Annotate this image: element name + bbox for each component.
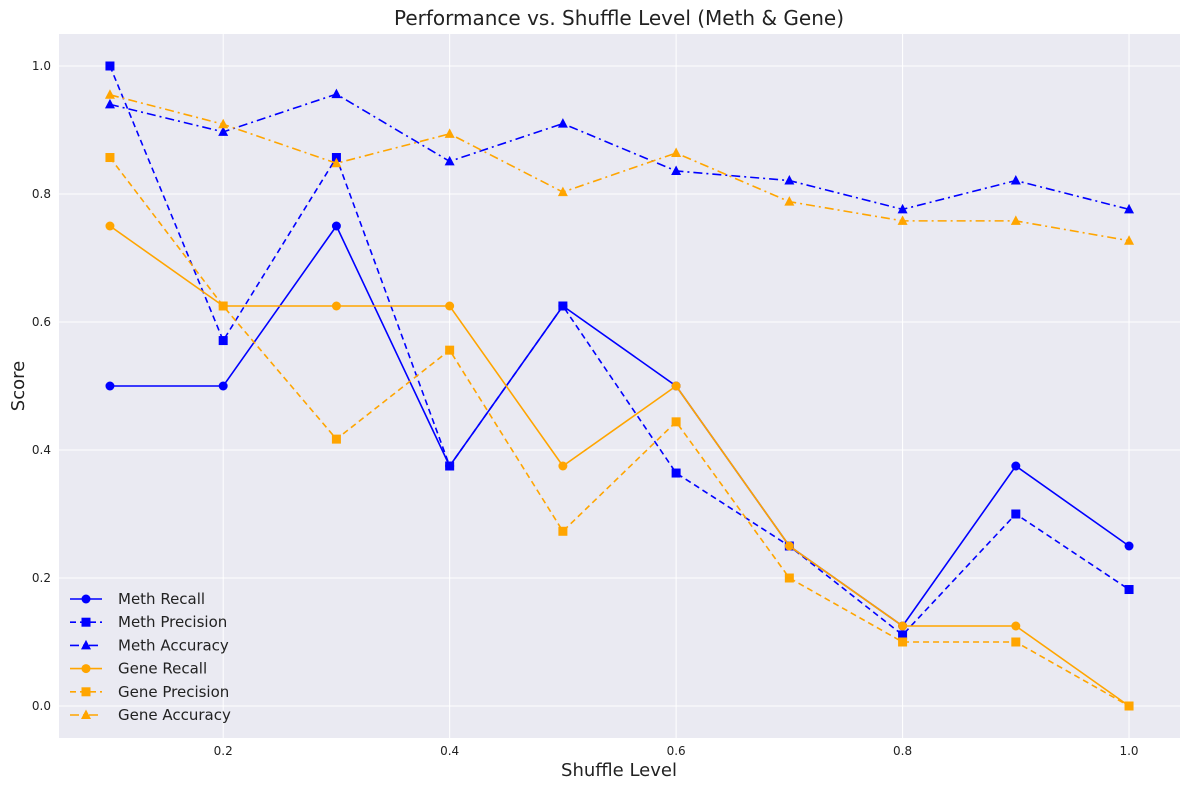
y-tick-label: 0.4	[32, 443, 51, 457]
y-tick-label: 0.6	[32, 315, 51, 329]
data-point-meth-precision	[445, 461, 455, 471]
data-point-meth-precision	[218, 336, 228, 346]
data-point-gene-accuracy	[671, 147, 682, 158]
data-point-gene-accuracy	[1124, 235, 1135, 245]
series-line-gene-precision	[109, 157, 1130, 707]
data-point-gene-precision	[1011, 637, 1021, 647]
data-point-gene-precision	[671, 417, 681, 427]
x-axis-label: Shuffle Level	[561, 760, 677, 781]
series-line-meth-accuracy	[109, 93, 1130, 211]
legend-marker	[81, 639, 91, 650]
x-tick-label: 0.8	[893, 744, 912, 758]
data-point-meth-precision	[331, 153, 341, 163]
data-point-meth-precision	[671, 468, 681, 478]
legend-label: Gene Recall	[118, 660, 207, 678]
data-point-gene-recall	[105, 221, 115, 231]
series-line-gene-recall	[109, 225, 1130, 707]
legend-marker	[81, 709, 91, 719]
data-point-meth-precision	[105, 61, 115, 71]
data-point-gene-accuracy	[784, 196, 795, 206]
legend-label: Gene Precision	[118, 683, 229, 701]
y-tick-label: 1.0	[32, 59, 51, 73]
data-point-meth-recall	[331, 221, 341, 231]
chart-title: Performance vs. Shuffle Level (Meth & Ge…	[394, 6, 844, 30]
x-tick-label: 1.0	[1119, 744, 1138, 758]
legend-marker	[81, 664, 91, 674]
data-point-gene-precision	[105, 153, 115, 163]
legend-item: Gene Precision	[70, 683, 229, 701]
y-tick-label: 0.0	[32, 699, 51, 713]
x-tick-label: 0.4	[440, 744, 459, 758]
x-tick-label: 0.2	[214, 744, 233, 758]
legend-marker	[81, 687, 91, 697]
data-point-gene-accuracy	[218, 118, 229, 129]
data-point-meth-precision	[1011, 509, 1021, 519]
data-point-gene-precision	[1124, 701, 1134, 711]
data-point-meth-recall	[1011, 461, 1021, 471]
data-point-gene-accuracy	[104, 89, 115, 99]
data-point-meth-precision	[898, 630, 908, 640]
data-point-gene-precision	[558, 526, 568, 536]
data-point-gene-accuracy	[331, 157, 342, 168]
data-point-meth-precision	[558, 301, 568, 311]
data-point-meth-accuracy	[897, 203, 908, 214]
data-point-gene-recall	[671, 381, 681, 391]
plot-area	[59, 34, 1180, 738]
y-tick-labels: 0.0 0.2 0.4 0.6 0.8 1.0	[32, 59, 51, 713]
data-point-gene-precision	[898, 637, 908, 647]
y-tick-label: 0.2	[32, 571, 51, 585]
data-point-meth-recall	[218, 381, 228, 391]
legend-item: Gene Recall	[70, 660, 207, 678]
data-point-gene-precision	[445, 345, 455, 355]
legend-label: Meth Recall	[118, 590, 205, 608]
series-gene-precision	[105, 153, 1134, 711]
legend-item: Meth Precision	[70, 613, 227, 631]
legend-label: Gene Accuracy	[118, 706, 231, 724]
data-point-meth-accuracy	[1010, 175, 1021, 185]
data-point-gene-precision	[331, 434, 341, 444]
data-point-gene-accuracy	[444, 128, 455, 138]
legend: Meth Recall Meth Precision Meth Accuracy Ge…	[70, 590, 231, 724]
data-point-gene-recall	[784, 541, 794, 551]
data-point-gene-recall	[898, 621, 908, 631]
data-point-gene-recall	[1011, 621, 1021, 631]
legend-label: Meth Precision	[118, 613, 227, 631]
data-point-meth-accuracy	[444, 155, 455, 166]
data-point-meth-accuracy	[1124, 203, 1135, 214]
data-point-gene-precision	[218, 301, 228, 311]
series-meth-accuracy	[104, 88, 1135, 214]
y-tick-label: 0.8	[32, 187, 51, 201]
x-tick-labels: 0.2 0.4 0.6 0.8 1.0	[214, 744, 1139, 758]
legend-marker	[81, 617, 91, 627]
data-point-meth-accuracy	[331, 88, 342, 99]
series-line-gene-accuracy	[109, 94, 1130, 242]
data-point-gene-recall	[331, 301, 341, 311]
data-point-gene-accuracy	[1010, 215, 1021, 225]
data-point-gene-accuracy	[557, 186, 568, 197]
data-point-meth-recall	[1124, 541, 1134, 551]
data-point-meth-accuracy	[784, 175, 795, 185]
series-line-meth-precision	[109, 65, 1130, 637]
data-point-meth-precision	[1124, 585, 1134, 595]
series-gene-accuracy	[104, 89, 1135, 245]
data-point-gene-accuracy	[897, 215, 908, 225]
x-tick-label: 0.6	[667, 744, 686, 758]
legend-item: Meth Accuracy	[70, 636, 229, 654]
legend-item: Gene Accuracy	[70, 706, 231, 724]
series-group	[104, 61, 1135, 711]
data-point-meth-recall	[105, 381, 115, 391]
data-point-meth-accuracy	[557, 118, 568, 128]
data-point-meth-accuracy	[671, 165, 682, 175]
legend-marker	[81, 594, 91, 604]
data-point-meth-accuracy	[218, 126, 229, 136]
data-point-gene-recall	[558, 461, 568, 471]
y-axis-label: Score	[8, 361, 29, 411]
legend-label: Meth Accuracy	[118, 636, 229, 654]
legend-item: Meth Recall	[70, 590, 205, 608]
data-point-meth-accuracy	[104, 98, 115, 109]
data-point-gene-precision	[784, 573, 794, 583]
data-point-gene-recall	[445, 301, 455, 311]
